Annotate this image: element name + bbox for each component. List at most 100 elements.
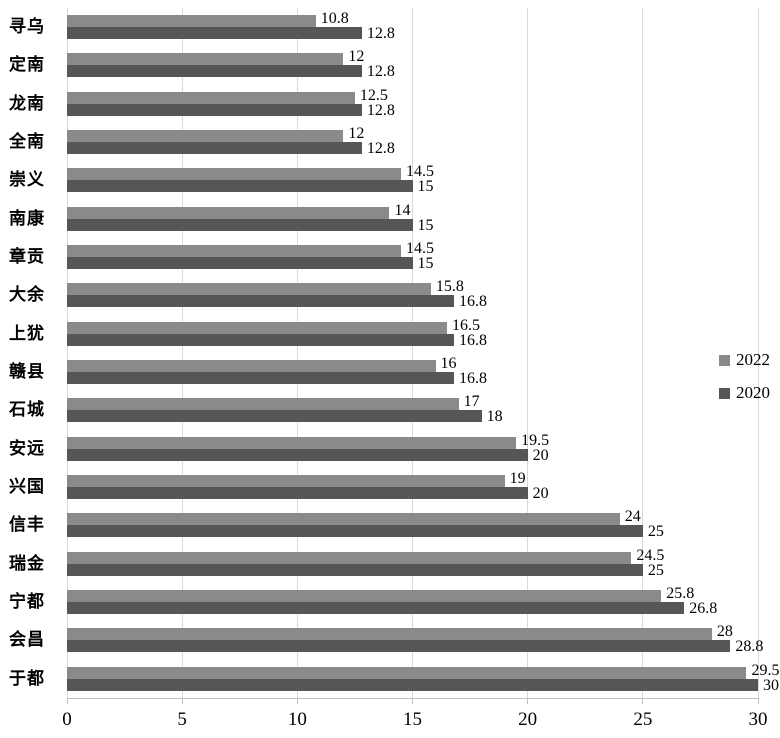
value-label-2020: 12.8: [366, 140, 395, 157]
value-label-2022: 28: [716, 623, 733, 641]
value-label-2022: 24: [624, 508, 641, 526]
value-label-2020: 26.8: [689, 600, 718, 617]
bar-2020: [67, 295, 454, 308]
value-label-2020: 12.8: [366, 63, 395, 81]
bar-2022: [67, 360, 436, 372]
bar-2022: [67, 436, 517, 449]
bar-2020: [67, 678, 758, 691]
value-label-2020: 12.8: [366, 25, 395, 42]
value-label-2022: 12.5: [359, 86, 388, 104]
value-label-2022: 29.5: [751, 661, 780, 679]
category-label: 安远: [9, 438, 45, 459]
bar-2022: [67, 551, 632, 564]
value-label-2022: 24.5: [636, 546, 665, 564]
x-tickmark-5: [181, 699, 183, 704]
value-label-2020: 25: [647, 561, 664, 579]
x-tick-label: 30: [748, 709, 768, 730]
gridline-20: [527, 8, 529, 698]
category-label: 南康: [9, 208, 45, 229]
value-label-2020: 15: [417, 178, 434, 196]
bar-2022: [67, 590, 662, 602]
plot-area: [66, 8, 759, 698]
category-label: 石城: [9, 400, 45, 421]
bar-2022: [67, 628, 712, 641]
value-label-2022: 14: [394, 201, 411, 219]
bar-2020: [67, 602, 685, 614]
bar-2022: [67, 321, 448, 334]
category-label: 瑞金: [9, 553, 45, 574]
bar-2022: [67, 283, 431, 296]
x-tickmark-20: [527, 699, 529, 704]
value-label-2022: 12: [348, 125, 365, 142]
category-label: 定南: [9, 55, 45, 76]
value-label-2022: 16.5: [452, 316, 481, 334]
gridline-30: [757, 8, 759, 698]
bar-2020: [67, 142, 362, 154]
value-label-2022: 10.8: [320, 10, 349, 27]
category-label: 信丰: [9, 515, 45, 536]
value-label-2020: 16.8: [458, 370, 487, 387]
bar-2020: [67, 103, 362, 116]
bar-2022: [67, 15, 316, 27]
value-label-2020: 28.8: [735, 638, 764, 656]
bar-2022: [67, 168, 401, 181]
bar-2020: [67, 27, 362, 39]
value-label-2020: 25: [647, 523, 664, 541]
x-tickmark-15: [412, 699, 413, 704]
bar-2020: [67, 563, 643, 576]
x-axis-line: [67, 698, 759, 699]
legend-label-2022: 2022: [736, 350, 770, 369]
category-label: 崇义: [9, 170, 45, 191]
bar-2022: [67, 91, 355, 104]
value-label-2020: 30: [763, 676, 779, 694]
value-label-2020: 18: [486, 408, 503, 426]
x-tickmark-30: [757, 699, 759, 704]
value-label-2020: 15: [417, 216, 434, 234]
bar-2020: [67, 410, 482, 423]
x-tickmark-25: [642, 699, 644, 704]
gridline-10: [296, 8, 298, 698]
x-tick-label: 0: [62, 709, 72, 730]
category-label: 上犹: [9, 323, 45, 344]
value-label-2020: 20: [532, 446, 549, 464]
x-tickmark-10: [296, 699, 298, 704]
category-label: 兴国: [9, 477, 45, 497]
bar-2022: [67, 53, 344, 66]
value-label-2022: 16: [440, 355, 457, 372]
gridline-0: [66, 8, 68, 698]
value-label-2020: 12.8: [366, 101, 395, 119]
legend-swatch-2022-icon: [719, 354, 730, 366]
value-label-2022: 12: [348, 48, 365, 66]
bar-2020: [67, 218, 413, 231]
category-label: 大余: [9, 285, 45, 306]
bar-2022: [67, 666, 747, 679]
bar-2020: [67, 180, 413, 193]
category-label: 会昌: [9, 630, 45, 651]
bar-2020: [67, 640, 731, 653]
category-label: 宁都: [9, 592, 45, 612]
gridline-25: [642, 8, 644, 698]
bar-2020: [67, 257, 413, 269]
bar-2022: [67, 475, 505, 487]
x-tick-label: 25: [633, 709, 653, 730]
legend-label-2020: 2020: [736, 383, 770, 402]
bar-2022: [67, 245, 401, 257]
category-label: 寻乌: [9, 17, 45, 37]
bar-2020: [67, 333, 454, 346]
value-label-2022: 25.8: [666, 585, 695, 602]
legend-item-2020: 2020: [719, 384, 770, 402]
value-label-2020: 16.8: [458, 293, 487, 311]
x-tick-label: 5: [177, 709, 187, 730]
bar-2022: [67, 513, 620, 526]
category-label: 于都: [9, 668, 45, 689]
value-label-2022: 19: [509, 470, 526, 487]
bar-2022: [67, 130, 344, 142]
gridline-15: [412, 8, 413, 698]
category-label: 章贡: [9, 247, 45, 267]
bar-2020: [67, 525, 643, 538]
x-tick-label: 15: [403, 709, 422, 730]
value-label-2022: 14.5: [405, 240, 434, 257]
legend-item-2022: 2022: [719, 351, 770, 369]
bar-2020: [67, 372, 454, 384]
